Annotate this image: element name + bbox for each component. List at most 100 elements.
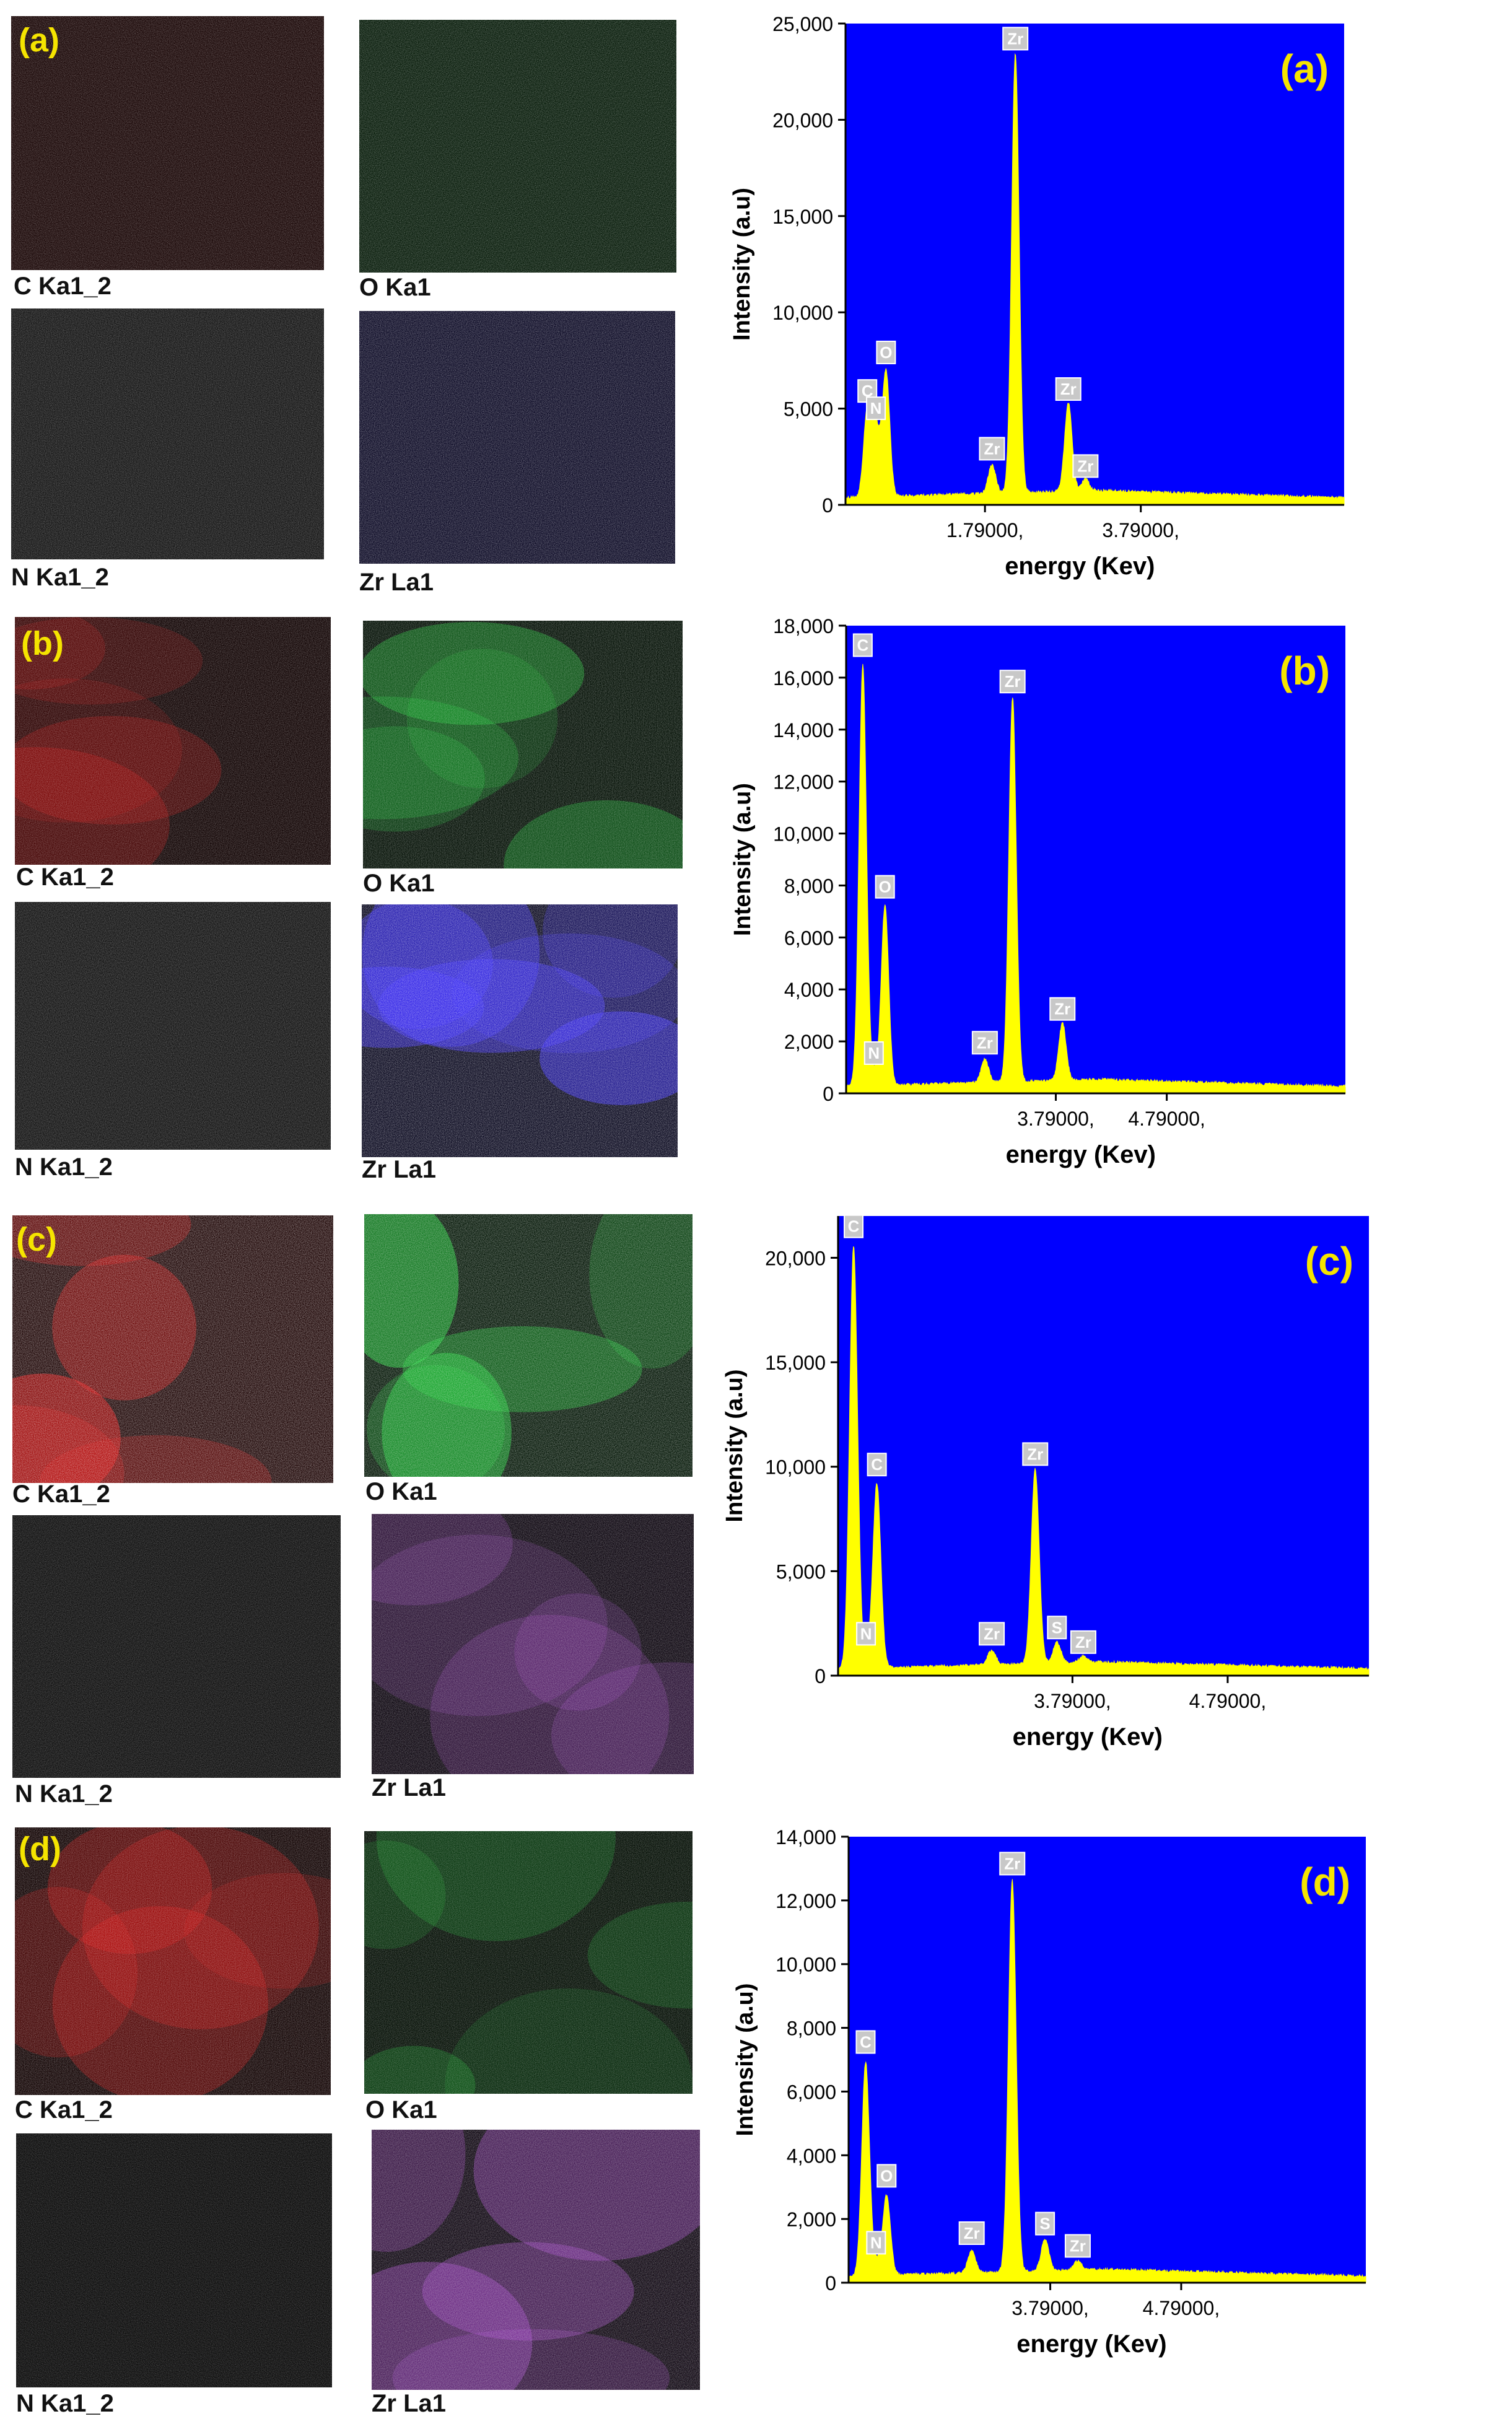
x-tick-label: 4.79000, xyxy=(1128,1108,1205,1130)
y-tick-label: 5,000 xyxy=(776,1560,826,1583)
eds-spectrum-d: 0 2,000 4,000 6,000 8,000 10,000 12,000 14,000 3… xyxy=(732,1827,1366,2358)
oxygen-map-label-c: O Ka1 xyxy=(365,1478,437,1505)
peak-label: O xyxy=(876,2164,897,2188)
peak-label: S xyxy=(1035,2211,1055,2236)
svg-text:C: C xyxy=(860,2032,872,2051)
y-tick-label: 0 xyxy=(815,1665,826,1687)
plot-background xyxy=(846,626,1345,1093)
peak-label: O xyxy=(875,875,895,899)
y-tick-label: 6,000 xyxy=(787,2081,836,2103)
svg-text:N: N xyxy=(870,399,882,418)
y-tick-label: 2,000 xyxy=(784,1031,834,1053)
zirconium-map-b xyxy=(362,904,678,1157)
y-tick-label: 4,000 xyxy=(787,2145,836,2167)
peak-label: C xyxy=(844,1214,864,1238)
peak-label: Zr xyxy=(999,1852,1026,1876)
zirconium-map-c xyxy=(372,1514,694,1774)
zirconium-map-label-c: Zr La1 xyxy=(372,1774,447,1801)
peak-label: Zr xyxy=(1064,2234,1091,2258)
nitrogen-map-label-d: N Ka1_2 xyxy=(16,2390,114,2417)
y-tick-label: 25,000 xyxy=(772,13,833,35)
peak-label: N xyxy=(866,396,886,421)
oxygen-map-label-d: O Ka1 xyxy=(365,2096,437,2124)
y-tick-label: 16,000 xyxy=(773,667,834,689)
peak-label: C xyxy=(867,1453,887,1477)
svg-text:C: C xyxy=(871,1455,883,1474)
svg-text:N: N xyxy=(870,2233,882,2252)
svg-text:Zr: Zr xyxy=(1075,1633,1091,1651)
peak-label: Zr xyxy=(979,1622,1005,1646)
x-axis-label: energy (Kev) xyxy=(1006,1141,1156,1168)
svg-text:Zr: Zr xyxy=(1070,2237,1086,2255)
eds-spectrum-a: 0 5,000 10,000 15,000 20,000 25,000 1.79000, 3.… xyxy=(729,13,1345,580)
zirconium-map-label-a: Zr La1 xyxy=(359,569,434,596)
svg-text:C: C xyxy=(848,1217,860,1236)
x-axis-label: energy (Kev) xyxy=(1016,2330,1166,2358)
eds-spectrum-b: 0 2,000 4,000 6,000 8,000 10,000 12,000 14,000 1… xyxy=(730,615,1346,1168)
nitrogen-map-label-b: N Ka1_2 xyxy=(15,1153,113,1181)
y-tick-label: 4,000 xyxy=(784,979,834,1001)
y-tick-label: 6,000 xyxy=(784,927,834,949)
peak-label: Zr xyxy=(1055,377,1082,401)
peak-label: Zr xyxy=(999,670,1026,694)
x-axis-label: energy (Kev) xyxy=(1005,553,1155,580)
peak-label: C xyxy=(852,633,873,657)
peak-label: N xyxy=(856,1622,876,1646)
svg-text:Zr: Zr xyxy=(1054,1000,1070,1018)
svg-text:Zr: Zr xyxy=(977,1033,993,1052)
y-tick-label: 2,000 xyxy=(787,2208,836,2231)
y-tick-label: 18,000 xyxy=(773,615,834,637)
y-tick-label: 20,000 xyxy=(765,1247,826,1269)
spectrum-curve xyxy=(846,663,1346,1094)
x-axis-label: energy (Kev) xyxy=(1013,1723,1163,1751)
svg-text:Zr: Zr xyxy=(1027,1445,1043,1463)
peak-label: S xyxy=(1047,1616,1067,1640)
carbon-map-label-b: C Ka1_2 xyxy=(16,864,114,891)
svg-text:Zr: Zr xyxy=(1007,29,1023,48)
y-tick-label: 20,000 xyxy=(772,109,833,131)
carbon-map-a xyxy=(11,16,324,270)
y-tick-label: 10,000 xyxy=(772,302,833,324)
svg-text:O: O xyxy=(880,2166,893,2185)
svg-text:O: O xyxy=(880,343,892,362)
carbon-map-label-d: C Ka1_2 xyxy=(15,2096,113,2124)
plot-panel-label: (a) xyxy=(1280,46,1329,91)
carbon-map-d xyxy=(15,1827,331,2095)
nitrogen-map-c xyxy=(12,1515,341,1778)
plot-panel-label: (c) xyxy=(1305,1239,1353,1284)
svg-text:Zr: Zr xyxy=(984,1624,1000,1643)
carbon-map-label-a: C Ka1_2 xyxy=(14,273,111,300)
plot-background xyxy=(846,24,1344,505)
svg-text:Zr: Zr xyxy=(964,2224,980,2242)
x-tick-label: 4.79000, xyxy=(1189,1690,1267,1712)
svg-text:Zr: Zr xyxy=(984,439,1000,458)
eds-spectrum-c: 0 5,000 10,000 15,000 20,000 3.79000, 4.79000,… xyxy=(722,1214,1370,1751)
axes xyxy=(845,626,1345,1095)
nitrogen-map-d xyxy=(16,2133,332,2387)
y-axis-label: Intensity (a.u) xyxy=(729,188,755,341)
svg-text:Zr: Zr xyxy=(1077,457,1093,475)
y-tick-label: 10,000 xyxy=(765,1456,826,1479)
svg-text:Zr: Zr xyxy=(1004,1854,1020,1873)
x-tick-label: 3.79000, xyxy=(1017,1108,1095,1130)
peak-label: Zr xyxy=(971,1031,998,1055)
x-tick-label: 3.79000, xyxy=(1012,2297,1089,2319)
svg-text:S: S xyxy=(1052,1618,1062,1637)
panel-tag-a: (a) xyxy=(19,22,59,59)
svg-text:Zr: Zr xyxy=(1005,672,1021,691)
spectrum-curve xyxy=(845,53,1345,505)
oxygen-map-a xyxy=(359,20,676,273)
panel-tag-c: (c) xyxy=(16,1221,57,1258)
y-tick-label: 0 xyxy=(825,2272,836,2294)
nitrogen-map-label-c: N Ka1_2 xyxy=(15,1780,113,1808)
y-axis-label: Intensity (a.u) xyxy=(730,783,756,936)
axes xyxy=(847,1837,1366,2284)
svg-text:S: S xyxy=(1039,2215,1050,2233)
zirconium-map-label-b: Zr La1 xyxy=(362,1156,437,1183)
plot-background xyxy=(849,1837,1366,2283)
peak-label: N xyxy=(863,1041,884,1065)
y-tick-label: 0 xyxy=(822,494,833,517)
svg-text:Zr: Zr xyxy=(1060,380,1077,398)
peak-label: Zr xyxy=(1072,454,1099,478)
y-tick-label: 12,000 xyxy=(776,1890,836,1912)
